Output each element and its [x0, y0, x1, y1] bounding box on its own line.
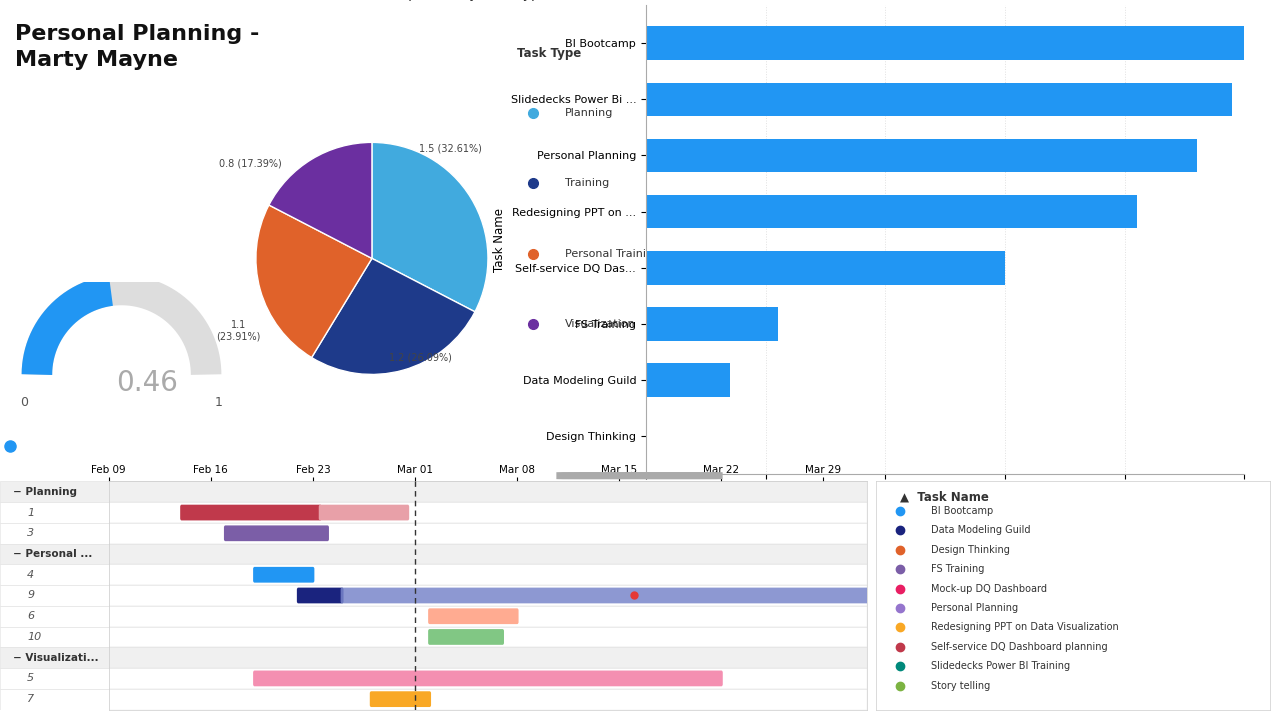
- FancyBboxPatch shape: [0, 668, 109, 689]
- Text: 1: 1: [27, 508, 35, 518]
- FancyBboxPatch shape: [0, 689, 109, 710]
- FancyBboxPatch shape: [180, 505, 321, 521]
- X-axis label: % of Completion: % of Completion: [897, 500, 994, 513]
- Text: Data Modeling Guild: Data Modeling Guild: [931, 526, 1031, 536]
- FancyBboxPatch shape: [109, 565, 867, 585]
- Text: Redesigning PPT on Data Visualization: Redesigning PPT on Data Visualization: [931, 623, 1119, 633]
- FancyBboxPatch shape: [0, 647, 109, 668]
- FancyBboxPatch shape: [556, 472, 723, 479]
- Text: FS Training: FS Training: [931, 564, 985, 574]
- Text: 6: 6: [27, 611, 35, 621]
- Text: ▲  Task Name: ▲ Task Name: [899, 491, 989, 504]
- FancyBboxPatch shape: [428, 629, 504, 645]
- FancyBboxPatch shape: [0, 565, 109, 585]
- FancyBboxPatch shape: [224, 526, 329, 541]
- Text: Mock-up DQ Dashboard: Mock-up DQ Dashboard: [931, 584, 1048, 594]
- Y-axis label: Task Name: Task Name: [494, 208, 506, 272]
- Text: − Visualizati...: − Visualizati...: [13, 653, 98, 662]
- FancyBboxPatch shape: [109, 689, 867, 710]
- FancyBboxPatch shape: [428, 608, 518, 624]
- Text: Training: Training: [565, 178, 610, 188]
- Text: Personal Training: Personal Training: [565, 249, 660, 258]
- Title: % of Completion by Task Type: % of Completion by Task Type: [340, 0, 549, 1]
- Text: Story telling: Story telling: [931, 681, 990, 691]
- Text: Personal Planning -
Marty Mayne: Personal Planning - Marty Mayne: [14, 24, 258, 70]
- Text: Personal Planning: Personal Planning: [931, 603, 1018, 613]
- Bar: [646, 138, 1197, 172]
- FancyBboxPatch shape: [340, 588, 868, 603]
- FancyBboxPatch shape: [109, 585, 867, 606]
- FancyBboxPatch shape: [109, 668, 867, 689]
- FancyBboxPatch shape: [0, 481, 109, 502]
- FancyBboxPatch shape: [253, 670, 723, 686]
- Bar: [646, 83, 1233, 116]
- FancyBboxPatch shape: [0, 544, 109, 565]
- Text: − Personal ...: − Personal ...: [13, 549, 92, 559]
- Text: 10: 10: [27, 632, 41, 642]
- FancyBboxPatch shape: [109, 523, 867, 544]
- Text: Visualization: Visualization: [565, 319, 636, 329]
- Text: Slidedecks Power BI Training: Slidedecks Power BI Training: [931, 661, 1071, 671]
- Bar: [646, 26, 1244, 60]
- FancyBboxPatch shape: [253, 567, 315, 583]
- FancyBboxPatch shape: [0, 626, 109, 647]
- Text: 9: 9: [27, 591, 35, 600]
- FancyBboxPatch shape: [109, 481, 867, 502]
- FancyBboxPatch shape: [0, 523, 109, 544]
- Text: 4: 4: [27, 570, 35, 580]
- FancyBboxPatch shape: [0, 502, 109, 523]
- Bar: [646, 251, 1005, 285]
- FancyBboxPatch shape: [109, 606, 867, 626]
- Text: 3: 3: [27, 529, 35, 538]
- FancyBboxPatch shape: [297, 588, 344, 603]
- FancyBboxPatch shape: [109, 626, 867, 647]
- Text: Self-service DQ Dashboard planning: Self-service DQ Dashboard planning: [931, 641, 1108, 652]
- Text: 7: 7: [27, 694, 35, 704]
- Text: Planning: Planning: [565, 108, 614, 118]
- Text: BI Bootcamp: BI Bootcamp: [931, 506, 994, 516]
- FancyBboxPatch shape: [318, 505, 409, 521]
- Text: Task Type: Task Type: [517, 47, 581, 60]
- Bar: [646, 195, 1137, 228]
- Text: − Planning: − Planning: [13, 487, 77, 497]
- FancyBboxPatch shape: [109, 502, 867, 523]
- FancyBboxPatch shape: [0, 585, 109, 606]
- FancyBboxPatch shape: [370, 691, 431, 707]
- FancyBboxPatch shape: [109, 647, 867, 668]
- Bar: [646, 363, 730, 397]
- Text: Design Thinking: Design Thinking: [931, 545, 1010, 555]
- Text: 5: 5: [27, 673, 35, 683]
- FancyBboxPatch shape: [0, 606, 109, 626]
- Bar: [646, 307, 778, 341]
- FancyBboxPatch shape: [109, 544, 867, 565]
